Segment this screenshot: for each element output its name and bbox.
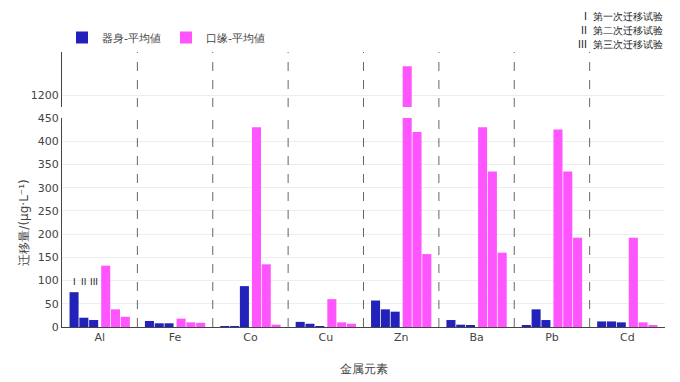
svg-text:Zn: Zn	[394, 331, 409, 344]
svg-text:金属元素: 金属元素	[340, 362, 388, 376]
svg-text:0: 0	[52, 321, 59, 334]
svg-text:100: 100	[38, 274, 59, 287]
svg-text:Al: Al	[94, 331, 105, 344]
svg-text:50: 50	[45, 298, 59, 311]
svg-text:II: II	[81, 277, 86, 287]
svg-text:III: III	[90, 277, 98, 287]
svg-text:400: 400	[38, 135, 59, 148]
svg-text:250: 250	[38, 205, 59, 218]
svg-text:I: I	[73, 277, 76, 287]
svg-text:200: 200	[38, 228, 59, 241]
svg-text:II 第二次迁移试验: II 第二次迁移试验	[581, 25, 663, 36]
svg-text:迁移量/(μg·L⁻¹): 迁移量/(μg·L⁻¹)	[17, 179, 31, 265]
svg-text:Co: Co	[243, 331, 258, 344]
svg-text:Cu: Cu	[318, 331, 333, 344]
svg-text:I 第一次迁移试验: I 第一次迁移试验	[584, 11, 663, 22]
svg-text:Fe: Fe	[169, 331, 182, 344]
svg-text:Pb: Pb	[545, 331, 559, 344]
svg-text:300: 300	[38, 182, 59, 195]
svg-text:1200: 1200	[31, 89, 59, 102]
svg-text:III 第三次迁移试验: III 第三次迁移试验	[578, 39, 663, 50]
svg-text:Ba: Ba	[469, 331, 483, 344]
svg-text:150: 150	[38, 251, 59, 264]
svg-text:350: 350	[38, 158, 59, 171]
svg-text:器身-平均値: 器身-平均値	[102, 32, 161, 45]
svg-text:Cd: Cd	[620, 331, 635, 344]
svg-text:口缘-平均値: 口缘-平均値	[206, 32, 265, 45]
svg-text:450: 450	[38, 112, 59, 125]
